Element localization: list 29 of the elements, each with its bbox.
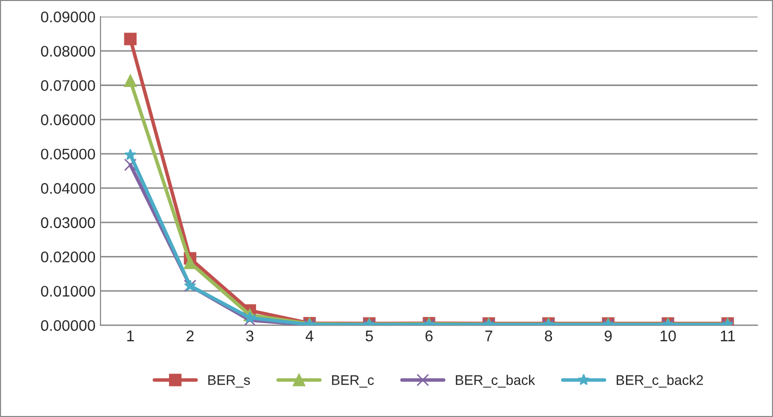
x-tick-label: 9 xyxy=(604,330,612,342)
legend-label: BER_c xyxy=(332,375,374,388)
y-tick-label: 0.05000 xyxy=(41,148,96,160)
point xyxy=(124,74,137,88)
point xyxy=(124,158,137,172)
x-tick-label: 10 xyxy=(660,330,676,342)
x-tick-label: 3 xyxy=(246,330,254,342)
legend-label: BER_s xyxy=(208,375,250,388)
x-tick-label: 7 xyxy=(485,330,492,342)
y-tick-label: 0.06000 xyxy=(41,114,96,126)
x-tick-label: 5 xyxy=(366,330,373,342)
y-tick-label: 0.01000 xyxy=(41,286,96,297)
x-tick-label: 4 xyxy=(306,330,314,342)
x-tick-label: 6 xyxy=(426,330,433,342)
legend-label: BER_c_back xyxy=(456,374,536,388)
x-tick-label: 1 xyxy=(127,330,134,342)
x-tick-label: 8 xyxy=(544,330,552,342)
x-tick-label: 2 xyxy=(186,330,194,342)
y-tick-label: 0.09000 xyxy=(41,12,96,22)
y-tick-label: 0.04000 xyxy=(41,182,96,194)
y-tick-label: 0.08000 xyxy=(41,46,96,57)
x-tick-label: 11 xyxy=(720,330,735,342)
legend-label: BER_c_back2 xyxy=(616,374,703,388)
y-tick-label: 0.02000 xyxy=(41,252,96,262)
y-tick-label: 0.07000 xyxy=(41,80,96,91)
y-tick-label: 0.00000 xyxy=(41,320,96,331)
point xyxy=(124,148,136,160)
point xyxy=(124,32,137,46)
y-tick-label: 0.03000 xyxy=(41,217,96,228)
